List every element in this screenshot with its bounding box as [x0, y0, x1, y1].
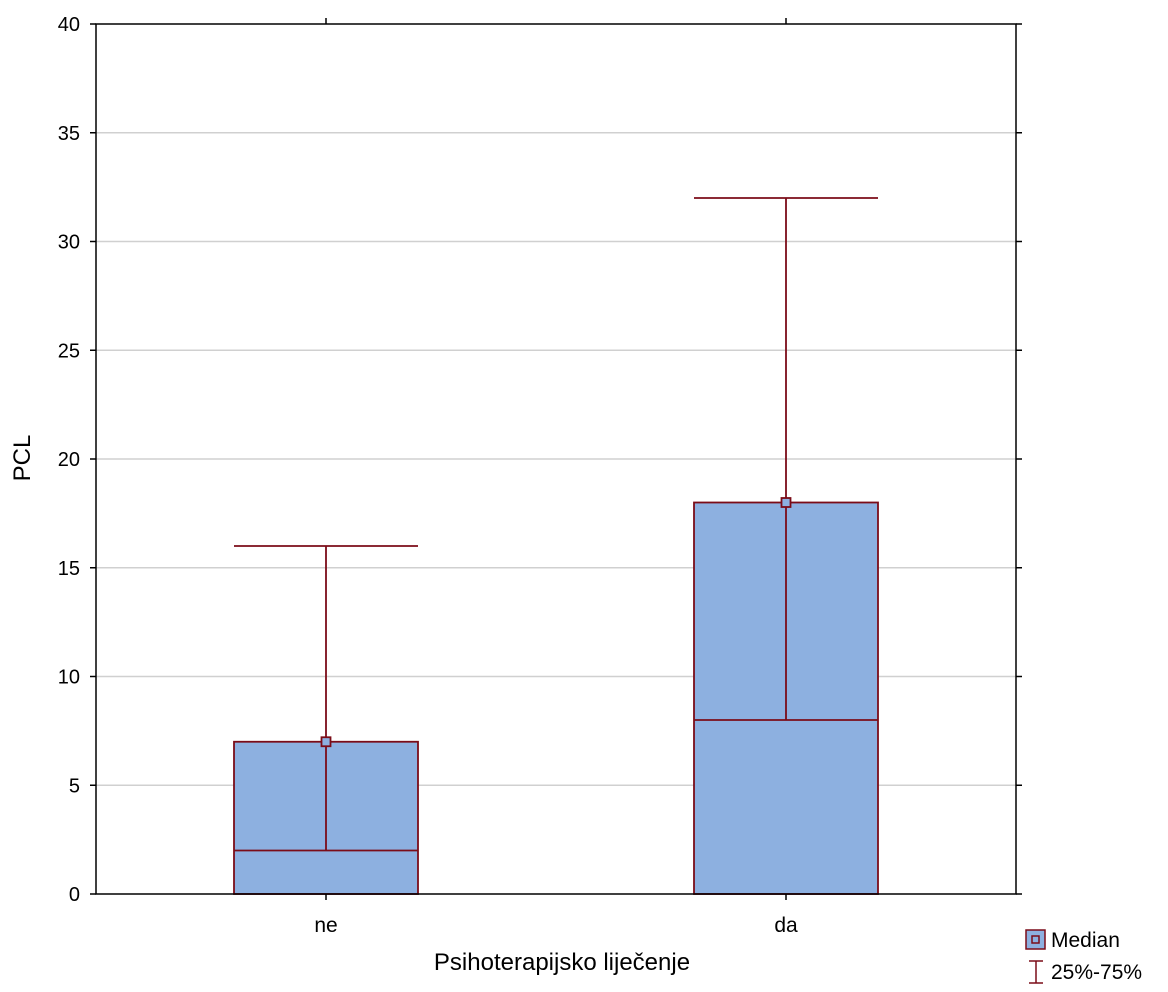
legend: Median 25%-75%	[1025, 929, 1142, 984]
y-tick-label: 20	[58, 449, 80, 471]
legend-item-range: 25%-75%	[1029, 960, 1142, 984]
legend-median-square-icon	[1031, 935, 1040, 944]
y-tick-label: 30	[58, 232, 80, 254]
x-category-label: da	[774, 914, 798, 937]
median-marker	[780, 497, 792, 508]
y-tick-label: 10	[58, 667, 80, 689]
y-tick-label: 25	[58, 340, 80, 362]
grid-lines	[96, 132, 1016, 786]
x-axis-title: Psihoterapijsko liječenje	[434, 949, 690, 976]
y-tick-label: 15	[58, 558, 80, 580]
median-marker	[320, 736, 332, 748]
legend-median-swatch	[1025, 929, 1046, 950]
y-tick-label: 5	[69, 775, 80, 797]
box-ne	[233, 545, 419, 895]
y-tick-label: 35	[58, 123, 80, 145]
y-tick-label: 40	[58, 14, 80, 36]
legend-item-median: Median	[1025, 929, 1120, 952]
y-tick-label: 0	[69, 884, 80, 906]
x-category-label: ne	[314, 914, 337, 937]
legend-range-label: 25%-75%	[1051, 961, 1142, 984]
y-axis-title: PCL	[9, 435, 36, 482]
y-axis: 0 5 10 15 20 25 30 35 40	[58, 14, 1022, 906]
box-series	[233, 197, 879, 895]
x-axis: ne da	[314, 18, 798, 937]
box-da	[693, 197, 879, 895]
legend-median-label: Median	[1051, 929, 1120, 952]
